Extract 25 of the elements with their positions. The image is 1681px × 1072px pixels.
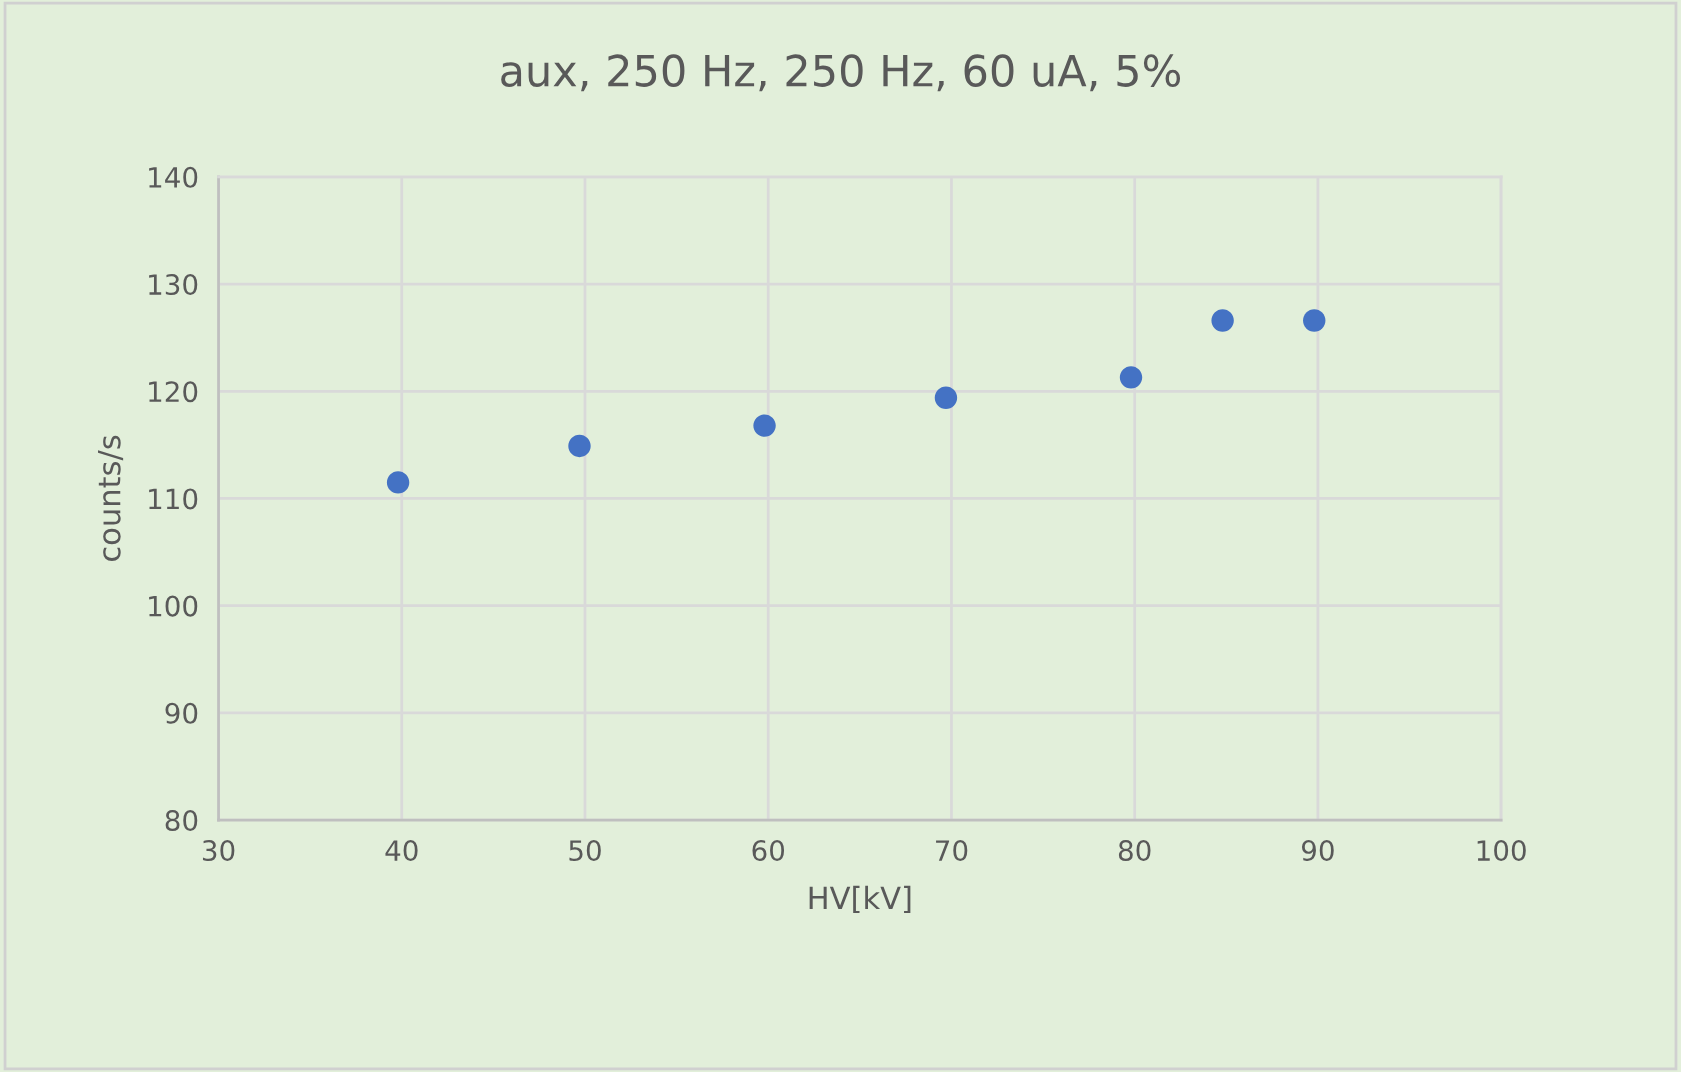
x-tick-label: 90 xyxy=(1301,840,1334,862)
x-tick-label: 100 xyxy=(1477,840,1526,862)
x-tick-label: 70 xyxy=(936,840,968,862)
y-tick-label: 100 xyxy=(149,595,198,617)
x-tick-label: 60 xyxy=(752,840,785,862)
x-tick-label: 50 xyxy=(569,840,601,862)
point xyxy=(1303,309,1326,332)
y-tick-label: 120 xyxy=(149,381,198,403)
point xyxy=(386,471,410,494)
point xyxy=(568,434,591,458)
point xyxy=(1119,366,1143,389)
y-tick-label: 90 xyxy=(165,702,198,724)
chart-title: aux, 250 Hz, 250 Hz, 60 uA, 5% xyxy=(501,54,1181,92)
y-tick-label: 140 xyxy=(149,166,198,188)
point xyxy=(934,386,958,409)
x-tick-label: 40 xyxy=(385,840,418,862)
x-axis-title: HV[kV] xyxy=(809,885,911,914)
x-tick-label: 30 xyxy=(202,840,235,862)
point xyxy=(753,414,776,437)
y-tick-label: 110 xyxy=(149,488,198,510)
y-tick-label: 80 xyxy=(165,810,198,832)
y-axis-title: counts/s xyxy=(97,435,124,561)
y-tick-label: 130 xyxy=(149,274,198,296)
x-tick-label: 80 xyxy=(1118,840,1151,862)
point xyxy=(1211,309,1234,332)
